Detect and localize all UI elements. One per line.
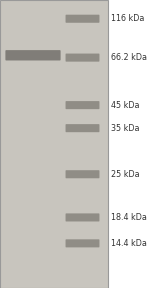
FancyBboxPatch shape <box>66 213 99 221</box>
FancyBboxPatch shape <box>66 124 99 132</box>
Text: 18.4 kDa: 18.4 kDa <box>111 213 147 222</box>
FancyBboxPatch shape <box>66 15 99 23</box>
FancyBboxPatch shape <box>5 50 61 60</box>
FancyBboxPatch shape <box>66 101 99 109</box>
Text: 35 kDa: 35 kDa <box>111 124 140 133</box>
Text: 116 kDa: 116 kDa <box>111 14 144 23</box>
Text: 14.4 kDa: 14.4 kDa <box>111 239 147 248</box>
Text: 66.2 kDa: 66.2 kDa <box>111 53 147 62</box>
FancyBboxPatch shape <box>0 0 108 288</box>
Text: 45 kDa: 45 kDa <box>111 101 140 110</box>
Text: 25 kDa: 25 kDa <box>111 170 140 179</box>
FancyBboxPatch shape <box>66 170 99 178</box>
FancyBboxPatch shape <box>66 239 99 247</box>
FancyBboxPatch shape <box>66 54 99 62</box>
